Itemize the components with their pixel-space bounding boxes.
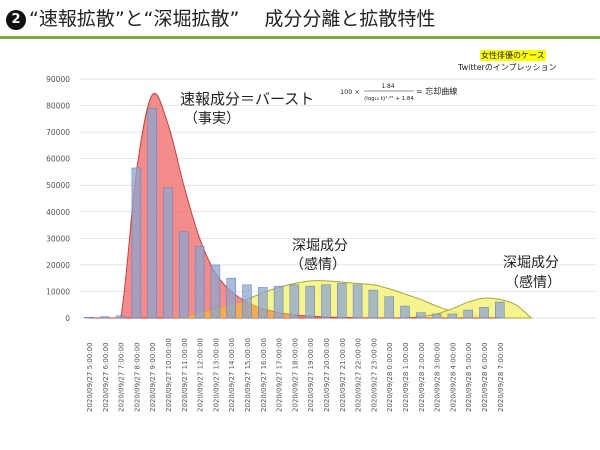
x-tick-label: 2020/09/27 20:00:00 bbox=[323, 338, 331, 412]
deep-label-1: 深堀成分 bbox=[292, 238, 348, 254]
x-tick-label: 2020/09/27 19:00:00 bbox=[307, 338, 315, 412]
x-tick-label: 2020/09/27 9:00:00 bbox=[149, 342, 157, 412]
bar bbox=[131, 167, 142, 319]
bar bbox=[495, 301, 505, 319]
deep-sublabel-2: （感情） bbox=[505, 274, 561, 291]
bar bbox=[115, 315, 126, 319]
formula-prefix: 100 × bbox=[340, 88, 360, 96]
x-tick-label: 2020/09/28 7:00:00 bbox=[497, 342, 505, 412]
x-tick-label: 2020/09/27 16:00:00 bbox=[260, 338, 268, 412]
bar bbox=[431, 313, 442, 319]
bar bbox=[226, 277, 236, 319]
bar bbox=[479, 307, 489, 319]
x-tick-label: 2020/09/27 5:00:00 bbox=[86, 342, 94, 412]
x-tick-label: 2020/09/28 0:00:00 bbox=[386, 342, 394, 412]
y-tick-label: 10000 bbox=[46, 287, 70, 296]
bar bbox=[100, 316, 110, 319]
case-label: 女性俳優のケース bbox=[480, 50, 546, 61]
bar bbox=[147, 107, 157, 319]
x-tick-label: 2020/09/27 8:00:00 bbox=[133, 342, 141, 412]
formula-suffix: = 忘却曲線 bbox=[416, 86, 457, 96]
x-tick-label: 2020/09/27 11:00:00 bbox=[181, 338, 189, 412]
x-tick-label: 2020/09/27 15:00:00 bbox=[244, 338, 252, 412]
x-tick-label: 2020/09/28 2:00:00 bbox=[418, 342, 426, 412]
formula-denominator: (log₁₀ t)¹·²⁵ + 1.84 bbox=[364, 95, 414, 102]
x-tick-label: 2020/09/27 13:00:00 bbox=[212, 338, 220, 412]
y-tick-label: 0 bbox=[65, 314, 70, 323]
deep-sublabel-1: （感情） bbox=[290, 256, 346, 273]
bar bbox=[400, 305, 410, 319]
forgetting-curve-formula: 100 × 1.84 (log₁₀ t)¹·²⁵ + 1.84 = 忘却曲線 bbox=[340, 83, 457, 102]
y-tick-label: 50000 bbox=[46, 181, 70, 190]
bar bbox=[242, 284, 252, 319]
x-tick-label: 2020/09/28 5:00:00 bbox=[465, 342, 473, 412]
bars bbox=[84, 107, 505, 319]
bar bbox=[368, 289, 379, 319]
bar bbox=[447, 313, 458, 319]
bar bbox=[352, 284, 363, 319]
title-text: “速報拡散”と“深堀拡散” 成分分離と拡散特性 bbox=[29, 8, 436, 30]
y-tick-label: 20000 bbox=[46, 261, 70, 270]
deep-label-2: 深堀成分 bbox=[503, 255, 559, 271]
bar bbox=[289, 284, 300, 319]
bar bbox=[194, 246, 205, 319]
number-bullet: 2 bbox=[6, 10, 26, 30]
title-underline bbox=[0, 36, 600, 39]
x-tick-label: 2020/09/28 6:00:00 bbox=[481, 342, 489, 412]
bar bbox=[384, 296, 394, 319]
x-tick-label: 2020/09/27 10:00:00 bbox=[165, 338, 173, 412]
x-tick-label: 2020/09/27 17:00:00 bbox=[276, 338, 284, 412]
bar bbox=[163, 187, 173, 319]
x-tick-label: 2020/09/28 1:00:00 bbox=[402, 342, 410, 412]
y-tick-label: 80000 bbox=[46, 102, 70, 111]
x-tick-label: 2020/09/28 4:00:00 bbox=[449, 342, 457, 412]
x-tick-label: 2020/09/27 6:00:00 bbox=[102, 342, 110, 412]
y-tick-label: 30000 bbox=[46, 234, 70, 243]
y-axis-labels: 0 10000 20000 30000 40000 50000 60000 70000 8000… bbox=[46, 75, 70, 323]
bar bbox=[463, 309, 473, 319]
metric-label: Twitterのインプレッション bbox=[458, 63, 557, 72]
x-tick-label: 2020/09/27 12:00:00 bbox=[197, 338, 205, 412]
burst-label: 速報成分＝バースト bbox=[180, 90, 314, 108]
bar bbox=[210, 264, 221, 319]
bar bbox=[273, 285, 284, 319]
x-tick-label: 2020/09/27 22:00:00 bbox=[355, 338, 363, 412]
x-axis-labels: 2020/09/27 5:00:00 2020/09/27 6:00:00 2020… bbox=[86, 338, 505, 412]
bar bbox=[84, 316, 94, 319]
y-tick-label: 60000 bbox=[46, 155, 70, 164]
x-tick-label: 2020/09/27 23:00:00 bbox=[370, 338, 378, 412]
bar bbox=[337, 283, 347, 319]
bar bbox=[305, 285, 315, 319]
y-tick-label: 70000 bbox=[46, 128, 70, 137]
bar bbox=[416, 312, 426, 319]
y-tick-label: 40000 bbox=[46, 208, 70, 217]
x-tick-label: 2020/09/27 7:00:00 bbox=[118, 342, 126, 412]
bar bbox=[258, 287, 268, 319]
x-tick-label: 2020/09/27 21:00:00 bbox=[339, 338, 347, 412]
slide-title: 2 “速報拡散”と“深堀拡散” 成分分離と拡散特性 bbox=[6, 4, 435, 31]
x-tick-label: 2020/09/27 14:00:00 bbox=[228, 338, 236, 412]
bar bbox=[179, 231, 189, 319]
burst-sublabel: （事実） bbox=[184, 111, 240, 127]
x-tick-label: 2020/09/27 18:00:00 bbox=[291, 338, 299, 412]
x-tick-label: 2020/09/28 3:00:00 bbox=[434, 342, 442, 412]
formula-numerator: 1.84 bbox=[381, 83, 395, 90]
y-tick-label: 90000 bbox=[46, 75, 70, 84]
bar bbox=[321, 284, 331, 319]
